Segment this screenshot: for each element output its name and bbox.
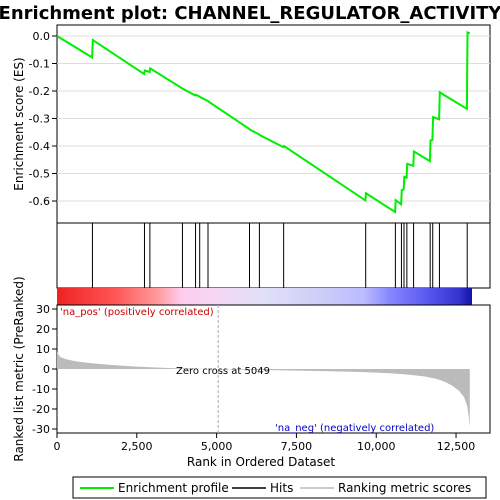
es-y-tick-label: 0.0 (33, 30, 51, 43)
x-tick-label: 10,000 (357, 440, 396, 453)
metric-y-tick-label: -30 (32, 423, 50, 436)
chart-title: Enrichment plot: CHANNEL_REGULATOR_ACTIV… (0, 3, 500, 24)
metric-x-axis: 0 2,500 5,000 7,500 10,000 12,500 (54, 433, 476, 453)
metric-panel: 30 20 10 0 -10 -20 -30 0 2,500 5,000 7,500 10,000 1… (12, 276, 490, 469)
legend-label-hits: Hits (270, 481, 293, 495)
legend-label-ranking-metric: Ranking metric scores (338, 481, 471, 495)
es-y-tick-label: -0.4 (29, 140, 50, 153)
metric-y-tick-label: 30 (36, 303, 50, 316)
metric-y-axis-title: Ranked list metric (PreRanked) (12, 276, 26, 461)
x-axis-title: Rank in Ordered Dataset (187, 455, 335, 469)
legend-label-enrichment-profile: Enrichment profile (118, 481, 229, 495)
positive-correlation-label: 'na_pos' (positively correlated) (60, 307, 214, 318)
metric-y-tick-label: 20 (36, 323, 50, 336)
x-tick-label: 12,500 (437, 440, 476, 453)
x-tick-label: 5,000 (201, 440, 233, 453)
metric-y-tick-label: 10 (36, 343, 50, 356)
es-y-tick-label: -0.1 (29, 58, 50, 71)
x-tick-label: 7,500 (281, 440, 313, 453)
es-y-tick-label: -0.2 (29, 85, 50, 98)
metric-y-tick-label: -20 (32, 403, 50, 416)
rank-color-band (57, 288, 472, 305)
x-tick-label: 2,500 (121, 440, 153, 453)
rank-color-band-bar (57, 288, 472, 305)
es-y-tick-label: -0.3 (29, 113, 50, 126)
metric-y-tick-label: -10 (32, 383, 50, 396)
es-y-tick-label: -0.5 (29, 168, 50, 181)
hits-panel-frame (57, 223, 490, 288)
es-y-axis-title: Enrichment score (ES) (12, 57, 26, 190)
negative-correlation-label: 'na_neg' (negatively correlated) (275, 423, 434, 434)
x-tick-label: 0 (54, 440, 61, 453)
es-panel: 0.0 -0.1 -0.2 -0.3 -0.4 -0.5 -0.6 Enrichment s… (12, 25, 490, 223)
es-panel-frame (57, 25, 490, 223)
es-y-axis: 0.0 -0.1 -0.2 -0.3 -0.4 -0.5 -0.6 (29, 30, 57, 208)
zero-cross-label: Zero cross at 5049 (176, 366, 270, 377)
hits-panel (57, 223, 490, 288)
legend: Enrichment profile Hits Ranking metric s… (73, 477, 486, 498)
es-y-tick-label: -0.6 (29, 195, 50, 208)
metric-y-tick-label: 0 (43, 363, 50, 376)
metric-y-axis: 30 20 10 0 -10 -20 -30 (32, 303, 57, 436)
